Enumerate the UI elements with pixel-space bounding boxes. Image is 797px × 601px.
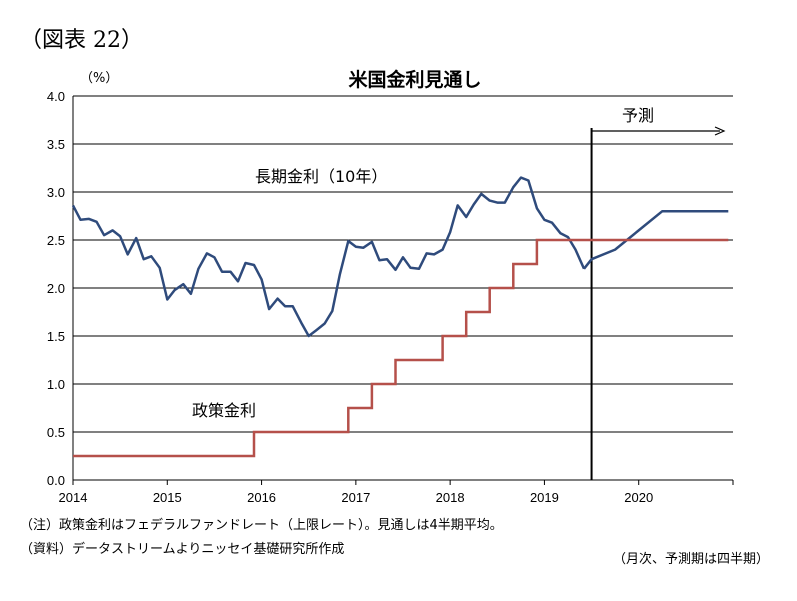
x-tick-label: 2016 <box>247 490 276 505</box>
figure-label: （図表 22） <box>20 28 143 53</box>
x-tick-label: 2020 <box>624 490 653 505</box>
series-long-rate-line <box>71 176 586 338</box>
grid-layer <box>73 95 733 433</box>
x-tick-label: 2017 <box>341 490 370 505</box>
x-tick-label: 2019 <box>530 490 559 505</box>
series-layer <box>71 176 729 458</box>
y-tick-label: 0.0 <box>47 473 65 488</box>
x-tick-label: 2018 <box>436 490 465 505</box>
note-source-2: （資料）データストリームよりニッセイ基礎研究所作成 <box>20 542 345 557</box>
chart-title: 米国金利見通し <box>348 68 481 91</box>
label-layer: 長期金利（10年） 政策金利 予測 <box>192 106 654 420</box>
y-tick-label: 4.0 <box>47 89 65 104</box>
y-tick-label: 1.5 <box>47 329 65 344</box>
forecast-arrow-head <box>714 126 726 136</box>
y-tick-label: 2.5 <box>47 233 65 248</box>
series-policy-rate-line <box>73 238 729 458</box>
series-long-rate-forecast-line <box>583 209 729 270</box>
x-tick-label: 2015 <box>153 490 182 505</box>
series-label-policy-rate: 政策金利 <box>192 401 256 420</box>
axis-layer: 0.0 0.5 1.0 1.5 2.0 2.5 3.0 3.5 4.0 2014 2015 2016 2… <box>47 89 734 505</box>
y-tick-label: 1.0 <box>47 377 65 392</box>
y-tick-label: 3.0 <box>47 185 65 200</box>
y-tick-label: 3.5 <box>47 137 65 152</box>
note-source-1: （注）政策金利はフェデラルファンドレート（上限レート）。見通しは4半期平均。 <box>20 518 503 533</box>
note-frequency: （月次、予測期は四半期） <box>612 552 769 567</box>
x-tick-label: 2014 <box>59 490 88 505</box>
series-label-long-rate: 長期金利（10年） <box>255 167 387 186</box>
y-tick-label: 0.5 <box>47 425 65 440</box>
forecast-label: 予測 <box>622 106 654 125</box>
y-axis-unit: （%） <box>80 71 118 86</box>
y-tick-label: 2.0 <box>47 281 65 296</box>
